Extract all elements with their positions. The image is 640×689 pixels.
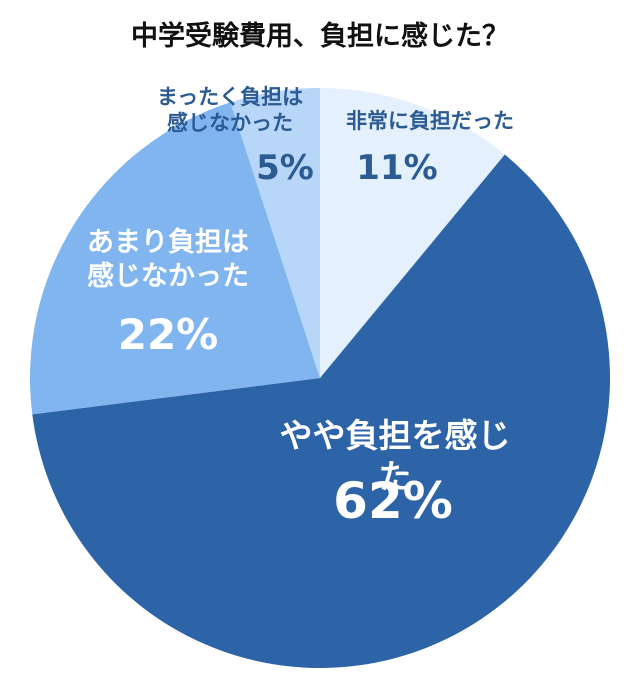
pie-slice: [230, 88, 320, 378]
value-label: 22%: [117, 310, 219, 359]
pie-slice: [320, 88, 505, 378]
pie-slice: [29, 102, 320, 415]
slice-label: あまり負担は 感じなかった: [87, 227, 249, 292]
value-label: 62%: [333, 472, 453, 530]
slice-label: まったく負担は 感じなかった: [156, 85, 304, 136]
value-label: 5%: [256, 148, 314, 188]
slice-label: やや負担を感じた: [279, 416, 511, 497]
pie-slice: [32, 154, 610, 669]
slice-label: 非常に負担だった: [346, 109, 514, 133]
value-label: 11%: [356, 148, 438, 188]
chart-title: 中学受験費用、負担に感じた？: [131, 21, 509, 52]
